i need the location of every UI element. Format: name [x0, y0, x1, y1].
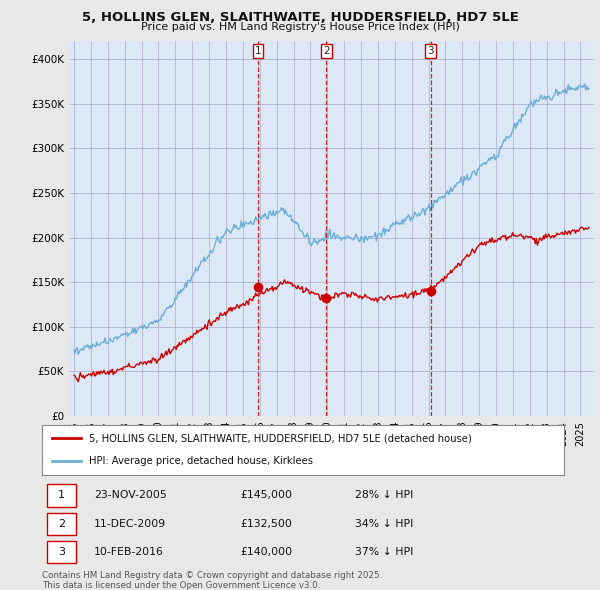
Text: 3: 3: [427, 46, 434, 56]
Text: 1: 1: [58, 490, 65, 500]
Text: 5, HOLLINS GLEN, SLAITHWAITE, HUDDERSFIELD, HD7 5LE: 5, HOLLINS GLEN, SLAITHWAITE, HUDDERSFIE…: [82, 11, 518, 24]
Text: HPI: Average price, detached house, Kirklees: HPI: Average price, detached house, Kirk…: [89, 457, 313, 467]
Text: 2: 2: [58, 519, 65, 529]
Text: 23-NOV-2005: 23-NOV-2005: [94, 490, 167, 500]
Text: 37% ↓ HPI: 37% ↓ HPI: [355, 547, 413, 557]
FancyBboxPatch shape: [47, 513, 76, 535]
FancyBboxPatch shape: [47, 484, 76, 506]
Text: £140,000: £140,000: [241, 547, 292, 557]
Text: 1: 1: [255, 46, 262, 56]
Text: 2: 2: [323, 46, 330, 56]
Text: 3: 3: [58, 547, 65, 557]
Text: This data is licensed under the Open Government Licence v3.0.: This data is licensed under the Open Gov…: [42, 581, 320, 589]
Text: £145,000: £145,000: [241, 490, 292, 500]
Text: 5, HOLLINS GLEN, SLAITHWAITE, HUDDERSFIELD, HD7 5LE (detached house): 5, HOLLINS GLEN, SLAITHWAITE, HUDDERSFIE…: [89, 433, 472, 443]
Text: 10-FEB-2016: 10-FEB-2016: [94, 547, 164, 557]
Text: £132,500: £132,500: [241, 519, 292, 529]
FancyBboxPatch shape: [47, 540, 76, 563]
Text: Price paid vs. HM Land Registry's House Price Index (HPI): Price paid vs. HM Land Registry's House …: [140, 22, 460, 32]
Text: 11-DEC-2009: 11-DEC-2009: [94, 519, 166, 529]
Text: 28% ↓ HPI: 28% ↓ HPI: [355, 490, 413, 500]
Text: Contains HM Land Registry data © Crown copyright and database right 2025.: Contains HM Land Registry data © Crown c…: [42, 571, 382, 580]
Text: 34% ↓ HPI: 34% ↓ HPI: [355, 519, 413, 529]
